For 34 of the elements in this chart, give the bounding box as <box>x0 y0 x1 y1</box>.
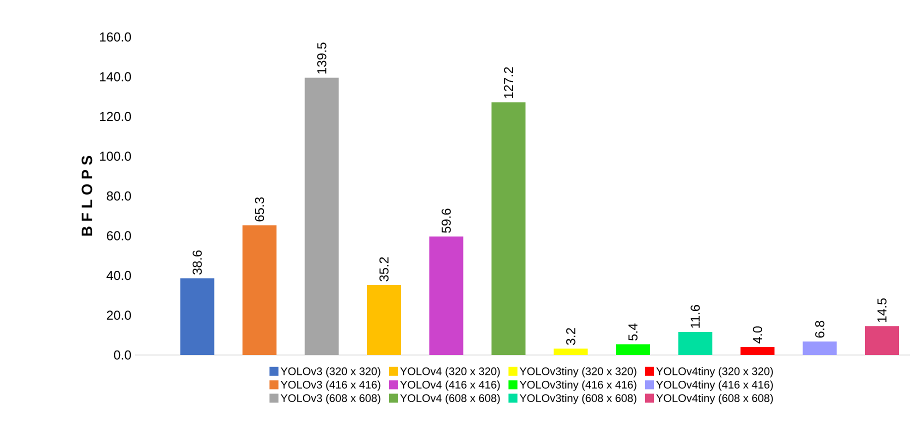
data-label: 11.6 <box>690 305 700 328</box>
data-label: 127.2 <box>504 67 514 98</box>
legend-label: YOLOv3 (608 x 608) <box>280 394 380 404</box>
legend-label: YOLOv4tiny (320 x 320) <box>656 367 773 378</box>
legend-label: YOLOv4tiny (416 x 416) <box>656 380 773 391</box>
y-tick-label: 160.0 <box>100 32 131 42</box>
y-tick-label: 140.0 <box>100 72 131 82</box>
data-label: 4.0 <box>752 326 762 344</box>
data-label: 65.3 <box>254 197 264 222</box>
y-tick-label: 40.0 <box>106 270 131 280</box>
y-tick-label: 0.0 <box>114 350 131 360</box>
y-tick-label: 100.0 <box>100 152 131 161</box>
data-label: 59.6 <box>442 208 451 233</box>
data-label: 35.2 <box>379 257 389 282</box>
data-label: 3.2 <box>566 328 576 345</box>
y-tick-label: 80.0 <box>106 191 131 201</box>
y-axis-title: B F L O P S <box>82 156 92 236</box>
legend-label: YOLOv4 (416 x 416) <box>400 380 500 391</box>
data-label: 38.6 <box>192 250 202 275</box>
legend-label: YOLOv3tiny (320 x 320) <box>520 367 636 378</box>
data-label: 6.8 <box>815 320 824 338</box>
legend-label: YOLOv3tiny (416 x 416) <box>520 380 636 391</box>
legend-label: YOLOv3 (320 x 320) <box>280 367 380 378</box>
y-tick-label: 60.0 <box>106 231 131 240</box>
legend-label: YOLOv4 (608 x 608) <box>400 394 500 404</box>
data-label: 5.4 <box>628 323 638 341</box>
legend-label: YOLOv3tiny (608 x 608) <box>520 394 636 404</box>
y-tick-label: 20.0 <box>106 310 131 320</box>
data-label: 139.5 <box>317 42 326 74</box>
y-tick-label: 120.0 <box>100 112 131 122</box>
legend-label: YOLOv4tiny (608 x 608) <box>656 394 773 404</box>
legend-label: YOLOv4 (320 x 320) <box>400 367 500 378</box>
data-label: 14.5 <box>877 298 887 322</box>
legend-label: YOLOv3 (416 x 416) <box>280 380 380 391</box>
